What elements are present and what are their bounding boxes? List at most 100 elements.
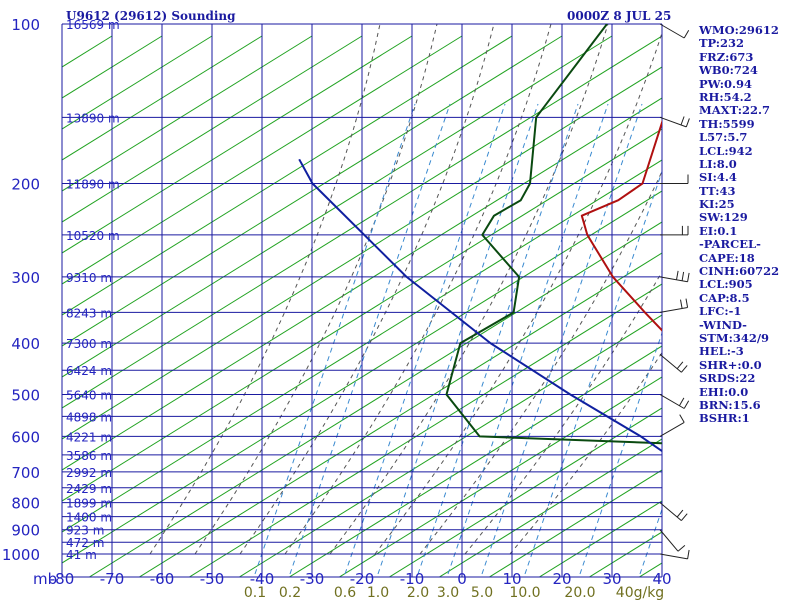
- height-label: 9310 m: [66, 271, 112, 285]
- wind-barb: [659, 502, 688, 521]
- height-label: 6424 m: [66, 364, 112, 378]
- grid: [61, 23, 663, 578]
- index-item: PW:0.94: [699, 76, 753, 91]
- wind-barb: [659, 270, 690, 283]
- wind-barb: [659, 353, 688, 373]
- mixing-ratio-line: [447, 103, 609, 575]
- temperature-tick-label: -30: [300, 570, 325, 588]
- mixing-ratio-lines: [254, 103, 662, 575]
- pressure-tick-label: 600: [11, 428, 40, 446]
- wind-barb: [659, 174, 689, 185]
- height-label: 5640 m: [66, 388, 112, 402]
- height-label: 16569 m: [66, 18, 120, 32]
- parcel-profile: [298, 158, 662, 453]
- index-item: EI:0.1: [699, 223, 738, 238]
- pressure-tick-label: 900: [11, 522, 40, 540]
- mixing-ratio-label: 0.6: [334, 585, 356, 600]
- height-label: 4898 m: [66, 410, 112, 424]
- mixing-ratio-line: [481, 103, 643, 575]
- temperature-profile: [580, 119, 662, 332]
- moist-adiabat: [464, 270, 662, 555]
- moist-adiabat: [329, 24, 609, 555]
- height-label: 10520 m: [66, 229, 120, 243]
- height-label: 2992 m: [66, 466, 112, 480]
- index-item: SI:4.4: [699, 170, 737, 185]
- index-item: TP:232: [699, 36, 745, 51]
- mixing-ratio-label: 1.0: [367, 585, 389, 600]
- index-item: SHR+:0.0: [699, 357, 762, 372]
- height-label: 11890 m: [66, 178, 120, 192]
- dry-adiabat: [62, 35, 313, 192]
- height-label: 41 m: [66, 548, 97, 562]
- temperature-tick-label: 30: [602, 570, 621, 588]
- index-item: LFC:-1: [699, 304, 742, 319]
- chart-title: U9612 (29612) Sounding: [66, 9, 236, 23]
- height-label: 8243 m: [66, 306, 112, 320]
- index-item: BSHR:1: [699, 411, 750, 426]
- index-item: CAP:8.5: [699, 290, 750, 305]
- mixing-ratio-label: 2.0: [407, 585, 429, 600]
- moist-adiabat: [419, 170, 662, 555]
- height-label: 4221 m: [66, 430, 112, 444]
- mixing-ratio-line: [254, 103, 416, 575]
- wind-barb: [659, 225, 689, 236]
- pressure-tick-label: 300: [11, 269, 40, 287]
- wind-barb: [659, 414, 685, 437]
- index-item: MAXT:22.7: [699, 103, 770, 118]
- index-item: TH:5599: [699, 116, 755, 131]
- mixing-ratio-label: 5.0: [471, 585, 493, 600]
- height-label: 7300 m: [66, 337, 112, 351]
- mixing-ratio-line: [417, 103, 579, 575]
- index-item: WB0:724: [699, 63, 758, 78]
- wind-barb: [659, 549, 690, 560]
- pressure-tick-label: 800: [11, 495, 40, 513]
- dry-adiabat: [62, 35, 363, 223]
- index-item: -PARCEL-: [699, 237, 761, 252]
- temperature-tick-label: 40: [652, 570, 671, 588]
- pressure-tick-label: 400: [11, 335, 40, 353]
- index-item: RH:54.2: [699, 89, 752, 104]
- mixing-ratio-line: [289, 103, 451, 575]
- mixing-ratio-line: [579, 331, 662, 575]
- wind-barb: [659, 116, 690, 128]
- index-item: BRN:15.6: [699, 397, 761, 412]
- moist-adiabat: [374, 31, 662, 555]
- temperature-tick-label: 20: [552, 570, 571, 588]
- temperature-tick-label: 0: [457, 570, 467, 588]
- index-item: FRZ:673: [699, 49, 754, 64]
- index-item: -WIND-: [699, 317, 747, 332]
- wind-barbs: [659, 23, 690, 560]
- index-item: LCL:905: [699, 277, 753, 292]
- index-item: SRDS:22: [699, 371, 756, 386]
- index-item: EHI:0.0: [699, 384, 749, 399]
- temperature-tick-label: -40: [250, 570, 275, 588]
- moist-adiabat: [149, 24, 381, 555]
- index-item: CINH:60722: [699, 264, 780, 279]
- pressure-tick-label: 100: [11, 16, 40, 34]
- index-item: LI:8.0: [699, 156, 737, 171]
- dry-adiabat: [62, 190, 662, 564]
- mixing-ratio-line: [344, 103, 506, 575]
- index-item: L57:5.7: [699, 130, 748, 145]
- moist-adiabat: [239, 24, 495, 555]
- temperature-tick-label: -50: [200, 570, 225, 588]
- pressure-tick-label: 200: [11, 176, 40, 194]
- mixing-ratio-label: 3.0: [437, 585, 459, 600]
- mixing-ratio-label: 0.2: [279, 585, 301, 600]
- mixing-ratio-label: 10.0: [509, 585, 540, 600]
- pressure-tick-label: 1000: [2, 546, 40, 564]
- wind-barb: [659, 23, 690, 39]
- index-item: CAPE:18: [699, 250, 755, 265]
- temperature-tick-label: -10: [400, 570, 425, 588]
- mixing-ratio-label: 20.0: [564, 585, 595, 600]
- mixing-ratio-label: 0.1: [244, 585, 266, 600]
- wind-barb: [659, 394, 690, 409]
- profile-series: [298, 24, 662, 453]
- moist-adiabat: [194, 24, 438, 555]
- temperature-tick-label: -70: [100, 570, 125, 588]
- height-labels: 16569 m 13890 m 11890 m 10520 m 9310 m 8243 m…: [66, 18, 120, 562]
- height-label: 2429 m: [66, 482, 112, 496]
- chart-timestamp: 0000Z 8 JUL 25: [567, 9, 672, 23]
- height-label: 1899 m: [66, 497, 112, 511]
